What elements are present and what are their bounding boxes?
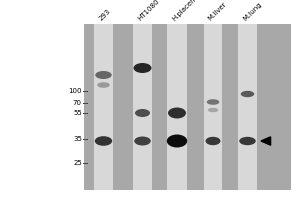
Text: 70: 70 — [73, 100, 82, 106]
Text: M.liver: M.liver — [207, 1, 228, 22]
Text: 293: 293 — [98, 8, 112, 22]
Ellipse shape — [95, 136, 112, 146]
Bar — [204, 24, 222, 190]
Text: M.lung: M.lung — [242, 1, 263, 22]
Text: 35: 35 — [73, 136, 82, 142]
Ellipse shape — [241, 91, 254, 97]
Ellipse shape — [206, 137, 220, 145]
Ellipse shape — [97, 82, 110, 88]
Ellipse shape — [239, 137, 256, 145]
Text: 100: 100 — [68, 88, 82, 94]
Ellipse shape — [95, 71, 112, 79]
Ellipse shape — [167, 134, 187, 148]
Bar — [133, 24, 152, 190]
Ellipse shape — [134, 136, 151, 146]
Bar — [94, 24, 113, 190]
Ellipse shape — [168, 108, 186, 118]
Text: 55: 55 — [73, 110, 82, 116]
Ellipse shape — [207, 99, 219, 105]
Text: H.placenta: H.placenta — [171, 0, 202, 22]
Ellipse shape — [134, 63, 152, 73]
Ellipse shape — [208, 108, 218, 112]
Polygon shape — [261, 137, 271, 145]
Bar — [167, 24, 187, 190]
Bar — [84, 24, 291, 190]
Bar — [238, 24, 257, 190]
Text: HT1080: HT1080 — [137, 0, 160, 22]
Ellipse shape — [135, 109, 150, 117]
Text: 25: 25 — [73, 160, 82, 166]
